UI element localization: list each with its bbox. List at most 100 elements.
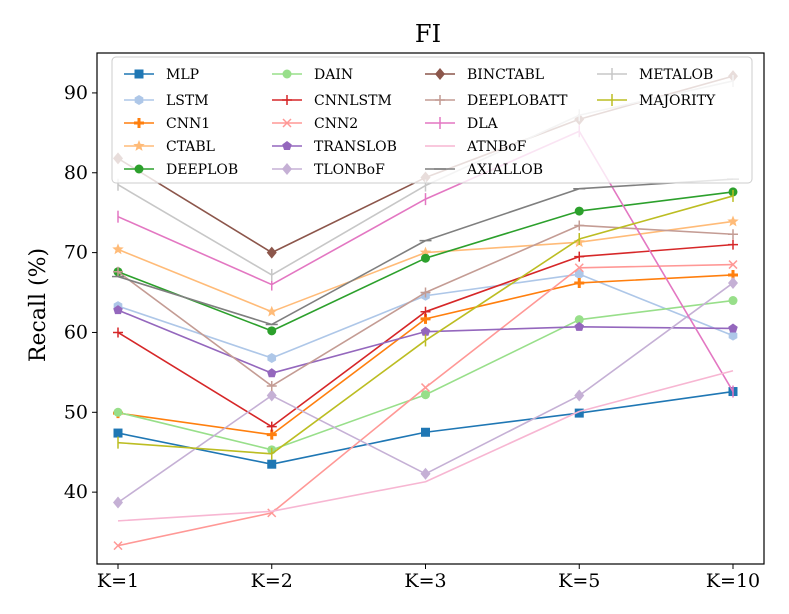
series-cnnlstm bbox=[113, 239, 738, 432]
legend-item-metalob: METALOB bbox=[597, 67, 713, 83]
data-point-translob bbox=[574, 321, 585, 331]
legend-label: CTABL bbox=[166, 139, 215, 155]
legend-swatch-marker bbox=[282, 95, 292, 105]
legend-label: DEEPLOB bbox=[166, 162, 238, 178]
legend-item-dain: DAIN bbox=[272, 67, 353, 83]
data-point-deeplob bbox=[574, 206, 584, 216]
legend-item-mlp: MLP bbox=[124, 67, 199, 83]
legend-label: CNNLSTM bbox=[314, 93, 392, 109]
data-point-mlp bbox=[267, 459, 277, 469]
data-point-tlonbof bbox=[113, 496, 123, 509]
x-tick-label: K=5 bbox=[558, 570, 600, 592]
data-point-cnn2 bbox=[574, 263, 584, 273]
data-point-lstm bbox=[728, 330, 738, 341]
data-point-dain bbox=[728, 296, 738, 306]
legend-item-translob: TRANSLOB bbox=[272, 139, 397, 155]
data-point-tlonbof bbox=[266, 389, 277, 402]
y-tick-label: 50 bbox=[64, 401, 88, 423]
x-tick-label: K=1 bbox=[97, 570, 139, 592]
data-point-deeplobatt bbox=[728, 229, 738, 240]
legend-swatch-marker bbox=[435, 95, 445, 105]
legend-swatch-marker bbox=[282, 118, 292, 128]
data-point-translob bbox=[420, 326, 431, 336]
legend-label: TRANSLOB bbox=[314, 139, 397, 155]
legend-label: ATNBoF bbox=[466, 139, 527, 155]
data-point-dain bbox=[421, 390, 430, 400]
x-tick-label: K=10 bbox=[706, 570, 760, 592]
legend-label: AXIALLOB bbox=[466, 162, 543, 178]
legend-swatch-marker bbox=[435, 68, 445, 80]
data-point-cnn2 bbox=[113, 541, 123, 551]
legend-label: CNN1 bbox=[166, 116, 210, 132]
series-cnn2 bbox=[113, 260, 738, 551]
data-point-deeplobatt bbox=[420, 287, 431, 298]
legend-item-cnn2: CNN2 bbox=[272, 116, 358, 132]
series-atnbof bbox=[117, 370, 734, 522]
data-point-deeplobatt bbox=[113, 266, 123, 277]
legend-item-deeplobatt: DEEPLOBATT bbox=[425, 93, 568, 109]
legend-swatch-marker bbox=[282, 163, 292, 175]
legend-item-cnn1: CNN1 bbox=[124, 116, 210, 132]
data-point-cnnlstm bbox=[113, 327, 123, 338]
legend-item-binctabl: BINCTABL bbox=[425, 67, 544, 83]
data-point-lstm bbox=[574, 269, 584, 280]
y-tick-label: 40 bbox=[64, 481, 88, 503]
y-tick-label: 90 bbox=[64, 82, 88, 104]
series-line-atnbof bbox=[117, 370, 734, 522]
legend-label: LSTM bbox=[166, 93, 209, 109]
y-tick-label: 80 bbox=[64, 162, 88, 184]
legend-swatch-marker bbox=[134, 164, 144, 174]
legend-swatch-marker bbox=[133, 140, 145, 151]
data-point-tlonbof bbox=[574, 389, 585, 402]
y-tick-label: 70 bbox=[64, 242, 88, 264]
data-point-lstm bbox=[267, 353, 277, 363]
legend-box bbox=[111, 56, 753, 184]
data-point-cnn2 bbox=[728, 260, 738, 270]
data-point-translob bbox=[266, 368, 277, 378]
y-axis-label: Recall (%) bbox=[26, 248, 51, 362]
data-point-deeplob bbox=[267, 326, 277, 336]
legend-item-tlonbof: TLONBoF bbox=[272, 162, 385, 178]
legend-item-majority: MAJORITY bbox=[597, 93, 716, 109]
legend-item-ctabl: CTABL bbox=[124, 139, 215, 155]
data-point-binctabl bbox=[266, 246, 277, 259]
data-point-dain bbox=[574, 315, 584, 325]
x-tick-label: K=3 bbox=[404, 570, 446, 592]
data-point-cnnlstm bbox=[420, 306, 431, 317]
series-majority bbox=[117, 189, 734, 460]
data-point-dain bbox=[113, 407, 123, 417]
data-point-ctabl bbox=[112, 243, 124, 255]
legend-swatch-marker bbox=[134, 118, 144, 128]
legend-item-atnbof: ATNBoF bbox=[425, 139, 527, 155]
data-point-cnnlstm bbox=[266, 421, 277, 432]
legend-item-deeplob: DEEPLOB bbox=[124, 162, 238, 178]
legend-item-dla: DLA bbox=[425, 116, 499, 132]
chart-title: FI bbox=[415, 20, 441, 48]
series-layer bbox=[112, 70, 739, 551]
data-point-cnn2 bbox=[420, 383, 431, 393]
data-point-translob bbox=[113, 305, 123, 315]
legend-swatch-marker bbox=[134, 69, 144, 79]
legend-label: TLONBoF bbox=[314, 162, 385, 178]
data-point-ctabl bbox=[727, 215, 739, 227]
data-point-mlp bbox=[113, 428, 123, 438]
data-point-mlp bbox=[574, 408, 584, 418]
series-translob bbox=[113, 305, 738, 378]
series-tlonbof bbox=[113, 276, 738, 509]
legend-item-cnnlstm: CNNLSTM bbox=[272, 93, 392, 109]
legend-label: DAIN bbox=[314, 67, 353, 83]
axis-layer: K=1 K=2 K=3 K=5 K=10 40 50 60 70 80 90 bbox=[64, 82, 760, 592]
y-tick-label: 60 bbox=[64, 321, 88, 343]
data-point-deeplobatt bbox=[574, 220, 585, 231]
legend-item-lstm: LSTM bbox=[124, 93, 209, 109]
data-point-ctabl bbox=[419, 246, 432, 258]
legend-label: METALOB bbox=[639, 67, 713, 83]
series-deeplobatt bbox=[113, 220, 738, 391]
legend-label: MAJORITY bbox=[639, 93, 716, 109]
data-point-translob bbox=[728, 323, 738, 333]
data-point-tlonbof bbox=[728, 276, 738, 289]
plot-frame bbox=[96, 52, 765, 565]
data-point-ctabl bbox=[266, 305, 278, 317]
x-tick-label: K=2 bbox=[251, 570, 293, 592]
